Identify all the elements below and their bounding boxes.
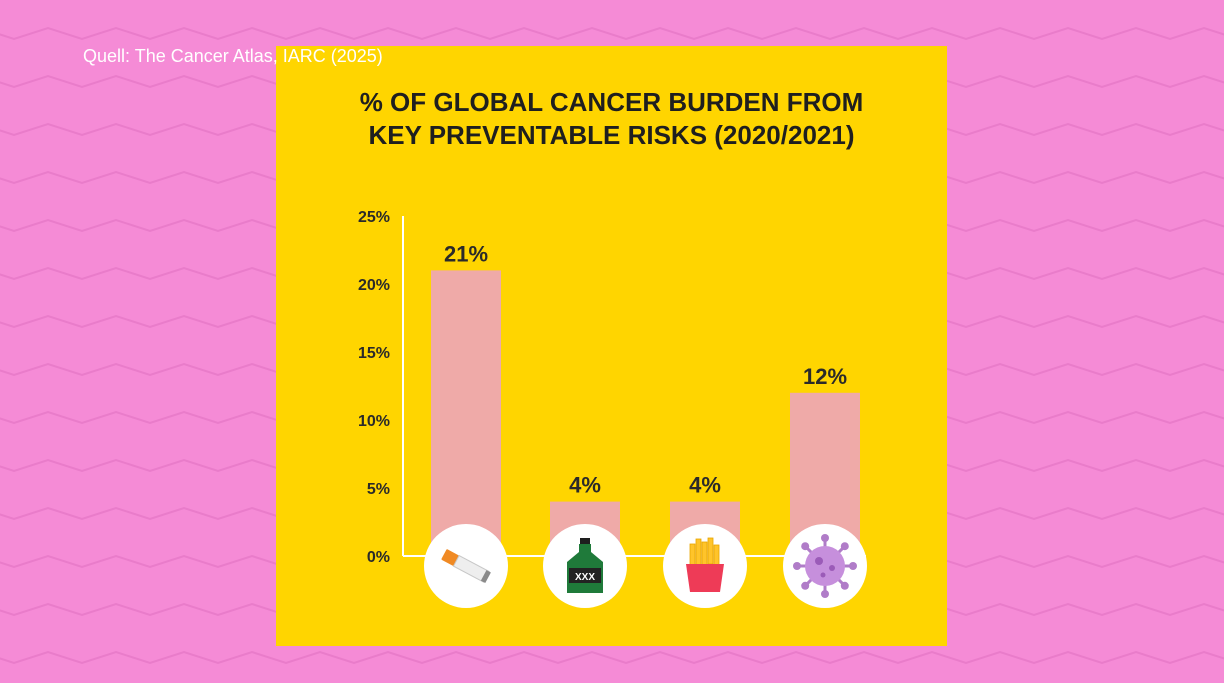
data-label: 12% [803,364,847,389]
bar [431,270,501,556]
cigarette-icon [424,524,508,608]
y-tick-label: 5% [367,481,390,498]
liquor-bottle-icon: XXX [543,524,627,608]
data-label: 21% [444,241,488,266]
source-note: Quell: The Cancer Atlas, IARC (2025) [83,46,383,66]
y-tick-label: 20% [358,277,390,294]
bottle-label-text: XXX [575,572,595,583]
data-label: 4% [689,473,721,498]
y-tick-label: 10% [358,413,390,430]
virus-icon [783,524,867,608]
bar-chart: 0% 5% 10% 15% 20% 25% 21% 4% 4% 12% XXX [358,209,867,608]
y-tick-label: 15% [358,345,390,362]
chart-panel: % OF GLOBAL CANCER BURDEN FROM KEY PREVE… [276,46,947,646]
data-label: 4% [569,473,601,498]
chart-title: % OF GLOBAL CANCER BURDEN FROM KEY PREVE… [359,87,864,150]
y-tick-label: 0% [367,549,390,566]
fries-icon [663,524,747,608]
y-tick-label: 25% [358,209,390,226]
